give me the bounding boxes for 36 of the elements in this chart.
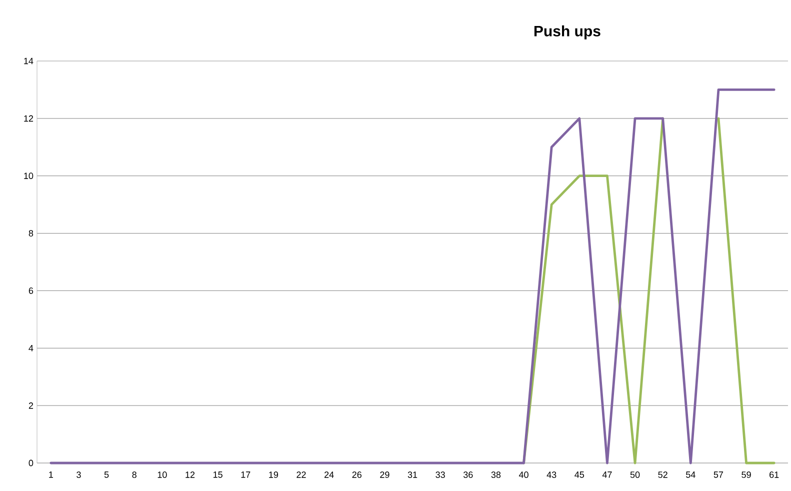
x-tick-label: 5 xyxy=(104,472,109,478)
x-tick-label: 22 xyxy=(296,472,306,478)
x-tick-label: 40 xyxy=(518,472,528,478)
x-tick-label: 26 xyxy=(352,472,362,478)
x-tick-label: 15 xyxy=(213,472,222,478)
x-tick-label: 45 xyxy=(574,472,584,478)
x-tick-label: 36 xyxy=(463,472,473,478)
y-tick-label: 4 xyxy=(28,345,34,352)
chart-title: Push ups xyxy=(534,25,600,40)
x-tick-label: 59 xyxy=(742,472,751,478)
x-tick-label: 61 xyxy=(770,472,779,478)
x-tick-label: 19 xyxy=(269,472,278,478)
x-tick-label: 17 xyxy=(241,472,250,478)
x-tick-label: 54 xyxy=(686,472,696,478)
y-tick-label: 2 xyxy=(28,402,34,409)
x-tick-label: 47 xyxy=(602,472,612,478)
y-tick-label: 10 xyxy=(24,172,34,180)
y-tick-label: 14 xyxy=(24,58,34,64)
x-tick-label: 1 xyxy=(49,472,53,478)
x-tick-label: 52 xyxy=(658,472,668,478)
x-tick-label: 33 xyxy=(436,472,445,478)
x-tick-label: 57 xyxy=(714,472,724,478)
x-tick-label: 29 xyxy=(380,472,390,478)
y-tick-label: 0 xyxy=(28,460,34,466)
x-tick-label: 24 xyxy=(324,472,334,478)
x-tick-label: 50 xyxy=(630,472,640,478)
x-tick-label: 12 xyxy=(186,472,195,478)
y-tick-label: 8 xyxy=(28,230,34,236)
y-tick-label: 12 xyxy=(24,115,34,122)
x-tick-label: 3 xyxy=(76,472,81,478)
x-tick-label: 38 xyxy=(491,472,501,478)
x-tick-label: 43 xyxy=(546,472,556,478)
x-tick-label: 10 xyxy=(158,472,167,478)
x-tick-label: 8 xyxy=(132,472,136,478)
x-tick-label: 31 xyxy=(408,472,418,478)
y-tick-label: 6 xyxy=(28,288,34,294)
